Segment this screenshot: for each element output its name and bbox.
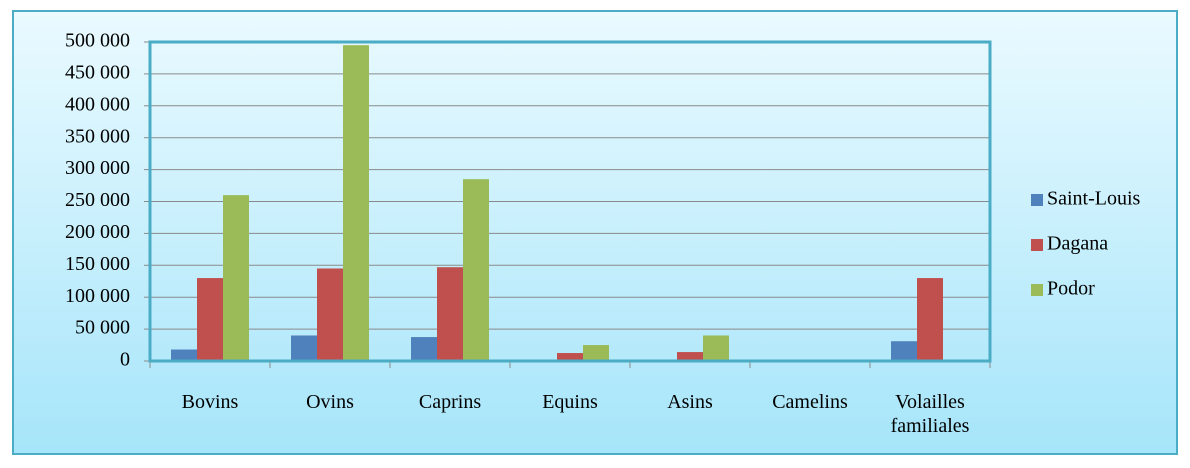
bar <box>463 179 489 361</box>
bar <box>317 268 343 361</box>
bar <box>343 45 369 361</box>
bar <box>223 195 249 361</box>
bar <box>917 278 943 361</box>
x-tick-label: Camelins <box>772 391 848 413</box>
plot-border <box>148 40 992 363</box>
bar <box>703 335 729 361</box>
y-tick-label: 350 000 <box>65 125 130 147</box>
x-tick-label: Asins <box>667 391 713 413</box>
y-tick-label: 500 000 <box>65 30 130 52</box>
bar <box>197 278 223 361</box>
legend-label: Podor <box>1047 278 1095 300</box>
y-tick-label: 250 000 <box>65 189 130 211</box>
y-tick-label: 0 <box>120 349 130 371</box>
bar <box>557 353 583 361</box>
bar <box>291 335 317 361</box>
bar <box>171 349 197 361</box>
bar <box>677 352 703 361</box>
y-tick-label: 50 000 <box>75 317 130 339</box>
y-tick-label: 450 000 <box>65 61 130 83</box>
chart-frame <box>12 10 1178 455</box>
y-tick-label: 200 000 <box>65 221 130 243</box>
bar <box>583 345 609 361</box>
x-tick-label: Bovins <box>181 391 239 413</box>
legend-label: Saint-Louis <box>1047 188 1141 210</box>
bar <box>891 341 917 361</box>
legend-swatch <box>1031 239 1043 251</box>
x-tick-label: Caprins <box>418 391 482 413</box>
legend-swatch <box>1031 194 1043 206</box>
y-tick-label: 300 000 <box>65 157 130 179</box>
x-tick-label: Equins <box>542 391 598 413</box>
bar <box>437 267 463 361</box>
x-tick-label: Volailles familiales <box>890 391 970 437</box>
y-tick-label: 100 000 <box>65 285 130 307</box>
legend-label: Dagana <box>1047 233 1108 255</box>
x-tick-label: Ovins <box>306 391 354 413</box>
y-tick-label: 150 000 <box>65 253 130 275</box>
bar <box>411 337 437 361</box>
y-tick-label: 400 000 <box>65 93 130 115</box>
legend-swatch <box>1031 284 1043 296</box>
